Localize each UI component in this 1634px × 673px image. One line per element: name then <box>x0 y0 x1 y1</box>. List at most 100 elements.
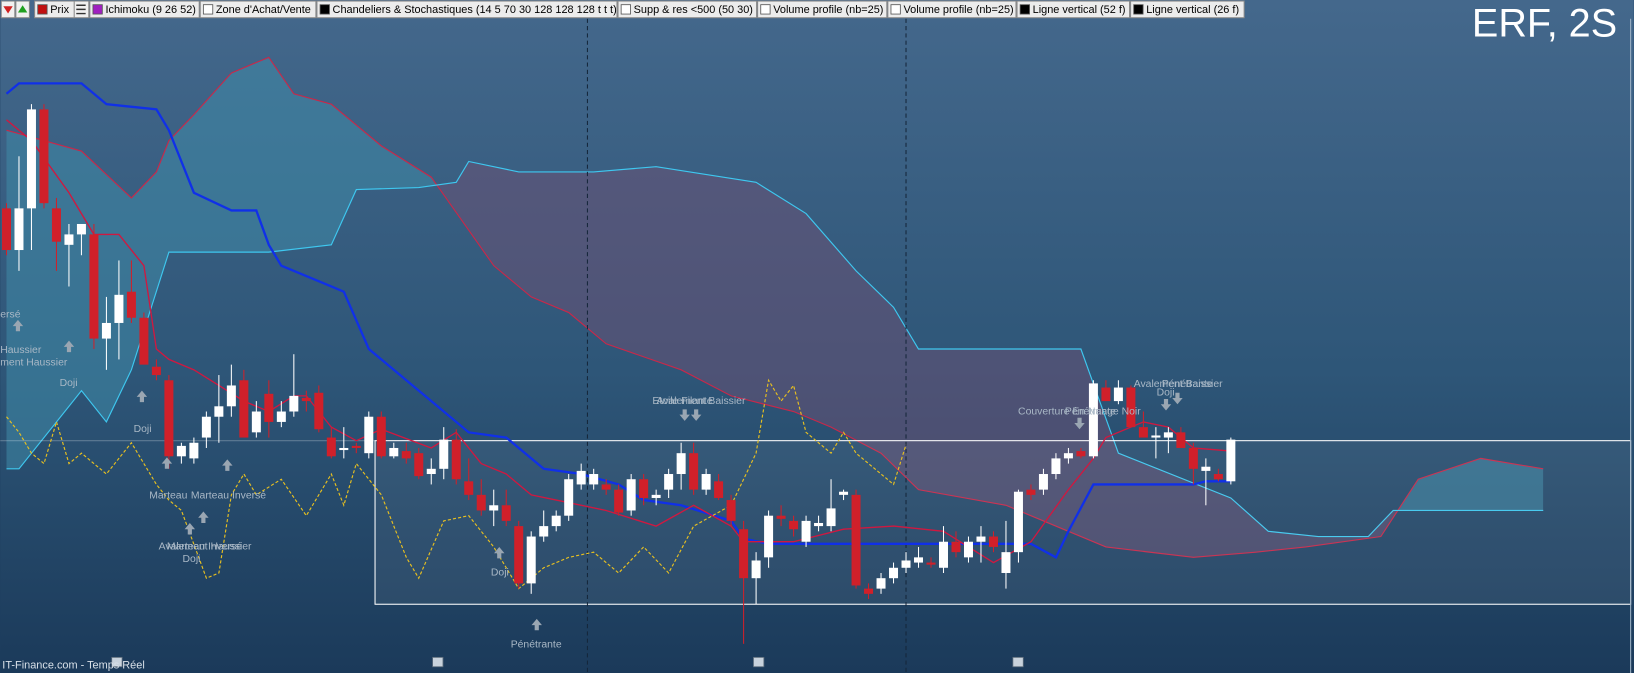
pattern-label: Marteau Inversé <box>167 542 242 553</box>
candle-body <box>89 234 99 339</box>
candle-body <box>14 208 24 251</box>
toolbar-item-icon <box>202 4 214 15</box>
pattern-label: Pénétrante <box>1065 406 1116 417</box>
pattern-label: ersé <box>0 309 20 320</box>
pattern-label: Couverture En Nuage Noir <box>1018 406 1141 417</box>
candle-body <box>1226 439 1236 482</box>
pattern-arrow <box>494 546 505 559</box>
candle-body <box>589 474 599 485</box>
pattern-arrow <box>222 459 233 471</box>
candle-body <box>414 453 424 477</box>
candle-body <box>339 447 349 451</box>
pattern-arrow <box>679 409 690 421</box>
pattern-label: Doji <box>134 424 152 435</box>
candle-body <box>289 395 299 412</box>
indicator-line <box>6 119 1231 564</box>
calendar-icon <box>432 656 444 668</box>
toolbar-item[interactable] <box>617 0 758 19</box>
toolbar-icon <box>17 5 28 13</box>
candle-body <box>426 468 436 475</box>
candle-body <box>301 397 311 402</box>
toolbar-icon <box>76 4 86 15</box>
pattern-label: Pénétrante <box>1162 379 1213 390</box>
toolbar-item-label[interactable]: Ligne vertical (26 f) <box>1146 4 1239 16</box>
pattern-label: Doji <box>60 378 78 389</box>
candle-body <box>1113 387 1123 402</box>
candle-body <box>51 208 61 242</box>
candle-body <box>489 505 499 511</box>
candle-body <box>651 494 661 498</box>
candle-body <box>626 479 636 511</box>
toolbar-item[interactable] <box>89 0 200 19</box>
toolbar-item-label[interactable]: Ligne vertical (52 f) <box>1033 4 1126 16</box>
toolbar-item[interactable] <box>199 0 317 19</box>
candle-body <box>714 481 724 498</box>
candle-body <box>951 541 961 553</box>
candle-body <box>1026 489 1036 495</box>
candle-body <box>326 437 336 457</box>
candle-body <box>839 491 849 495</box>
candle-body <box>351 445 361 448</box>
toolbar-item[interactable] <box>757 0 888 19</box>
candle-body <box>1151 435 1161 438</box>
candle-body <box>801 520 811 542</box>
pattern-label: ment Haussier <box>0 357 68 368</box>
candle-body <box>564 479 574 516</box>
toolbar-item-icon <box>37 4 48 15</box>
candle-body <box>1063 453 1073 459</box>
candle-body <box>726 500 736 521</box>
candle-body <box>214 406 224 417</box>
toolbar-item-label[interactable]: Ichimoku (9 26 52) <box>105 4 195 16</box>
pattern-label: Etoile Filante <box>652 396 712 407</box>
candle-body <box>864 588 874 594</box>
toolbar-item[interactable] <box>316 0 618 19</box>
toolbar-item-icon <box>620 4 631 15</box>
candle-body <box>814 522 824 527</box>
candle-body <box>1088 383 1098 457</box>
calendar-icon <box>111 656 123 668</box>
toolbar-item-icon <box>890 4 901 15</box>
toolbar-item-icon <box>92 4 103 15</box>
candle-body <box>1038 474 1048 490</box>
candle-body <box>376 416 386 457</box>
pattern-arrow <box>136 390 148 403</box>
toolbar-item-label[interactable]: Prix <box>50 4 69 16</box>
pattern-arrow <box>198 511 209 523</box>
candle-body <box>1001 552 1011 573</box>
candle-body <box>1163 432 1173 438</box>
toolbar-item-label[interactable]: Zone d'Achat/Vente <box>216 4 311 16</box>
pattern-label: Doji <box>183 554 201 565</box>
toolbar-item[interactable] <box>1130 0 1245 19</box>
toolbar-item[interactable] <box>887 0 1017 19</box>
candle-body <box>239 380 249 438</box>
candle-body <box>614 489 624 513</box>
pattern-arrow <box>531 618 542 631</box>
candle-body <box>451 439 461 480</box>
pattern-arrow <box>161 457 173 469</box>
candle-body <box>988 536 998 547</box>
candle-body <box>101 322 111 339</box>
candle-body <box>401 451 411 459</box>
toolbar-item-icon <box>1019 4 1030 15</box>
cloud-line <box>6 56 1544 558</box>
toolbar-item-label[interactable]: Volume profile (nb=25) <box>773 4 883 16</box>
pattern-arrow <box>690 409 702 421</box>
candle-body <box>601 484 611 490</box>
candle-body <box>64 234 74 245</box>
candle-body <box>826 508 836 527</box>
toolbar-item-label[interactable]: Volume profile (nb=25) <box>903 4 1013 16</box>
candle-body <box>114 294 124 323</box>
toolbar-item-label[interactable]: Supp & res <500 (50 30) <box>634 4 753 16</box>
toolbar-item-label[interactable]: Chandeliers & Stochastiques (14 5 70 30 … <box>333 4 617 16</box>
candle-body <box>1101 387 1111 402</box>
candle-body <box>938 541 948 568</box>
toolbar-item[interactable] <box>1016 0 1131 19</box>
toolbar-item-icon <box>1133 4 1144 15</box>
candle-body <box>439 439 449 469</box>
pattern-label: Pénétrante <box>511 640 562 651</box>
candle-body <box>139 317 149 365</box>
candle-body <box>526 536 536 584</box>
calendar-icon <box>1012 656 1024 668</box>
pattern-arrow <box>63 340 75 353</box>
